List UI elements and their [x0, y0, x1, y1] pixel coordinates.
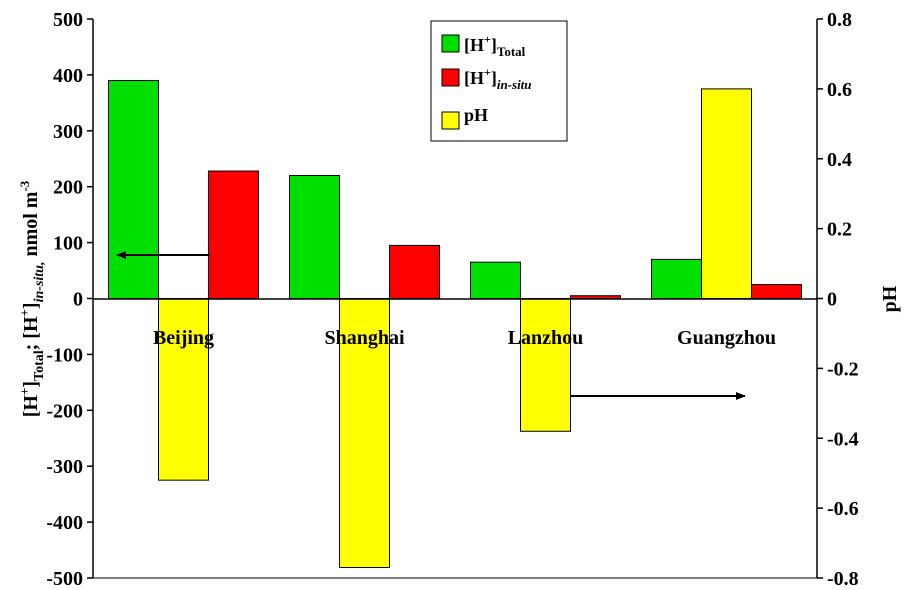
left-tick-label: 400 — [53, 65, 83, 87]
bar-insitu-guangzhou — [751, 284, 802, 299]
category-label-beijing: Beijing — [153, 327, 214, 349]
bar-ph-beijing — [158, 298, 209, 481]
left-ticks-group: 500 400 300 200 100 0 -100 -200 -300 -400 -500 — [46, 9, 93, 590]
left-tick-label: 0 — [73, 289, 83, 311]
right-tick-label: -0.4 — [827, 428, 859, 450]
category-label-shanghai: Shanghai — [324, 327, 404, 349]
legend-swatch-ph — [441, 111, 460, 130]
left-tick-label: 200 — [53, 177, 83, 199]
legend-swatch-insitu — [441, 68, 460, 87]
legend-swatch-total — [441, 34, 460, 53]
left-axis-title: [H+]Total; [H+]in-situ, nmol m-3 — [17, 180, 47, 417]
bar-total-shanghai — [289, 175, 340, 300]
bar-total-lanzhou — [470, 261, 521, 300]
left-tick-label: 500 — [53, 9, 83, 31]
bar-ph-shanghai — [339, 298, 390, 569]
bar-total-beijing — [108, 79, 159, 299]
legend-label-total: [H+]Total — [464, 32, 526, 59]
right-tick-label: 0.8 — [827, 9, 852, 31]
right-tick-label: 0.4 — [827, 149, 852, 171]
right-tick-label: 0.2 — [827, 219, 852, 241]
category-label-guangzhou: Guangzhou — [677, 327, 776, 349]
right-ticks-group: 0.8 0.6 0.4 0.2 0 -0.2 -0.4 -0.6 -0.8 — [817, 9, 859, 590]
legend: [H+]Total [H+]in-situ pH — [430, 20, 568, 142]
left-tick-label: -100 — [46, 344, 83, 366]
right-tick-label: -0.6 — [827, 498, 859, 520]
bar-ph-lanzhou — [520, 298, 571, 432]
left-tick-label: -300 — [46, 456, 83, 478]
right-tick-label: 0.6 — [827, 79, 852, 101]
bar-insitu-lanzhou — [570, 295, 621, 299]
category-labels-group: Beijing Shanghai Lanzhou Guangzhou — [153, 327, 776, 349]
legend-label-ph: pH — [464, 105, 488, 125]
right-axis-title: pH — [879, 285, 901, 312]
bar-total-guangzhou — [651, 258, 702, 299]
right-tick-label: 0 — [827, 289, 837, 311]
left-tick-label: 100 — [53, 233, 83, 255]
category-label-lanzhou: Lanzhou — [508, 327, 584, 349]
bar-insitu-shanghai — [389, 244, 440, 300]
bar-insitu-beijing — [208, 170, 259, 300]
right-tick-label: -0.8 — [827, 568, 859, 590]
left-tick-label: -400 — [46, 512, 83, 534]
legend-label-insitu: [H+]in-situ — [464, 65, 532, 92]
right-tick-label: -0.2 — [827, 358, 859, 380]
left-tick-label: -200 — [46, 400, 83, 422]
left-tick-label: -500 — [46, 568, 83, 590]
left-tick-label: 300 — [53, 121, 83, 143]
bars-group — [108, 79, 802, 569]
bar-ph-guangzhou — [701, 88, 752, 299]
